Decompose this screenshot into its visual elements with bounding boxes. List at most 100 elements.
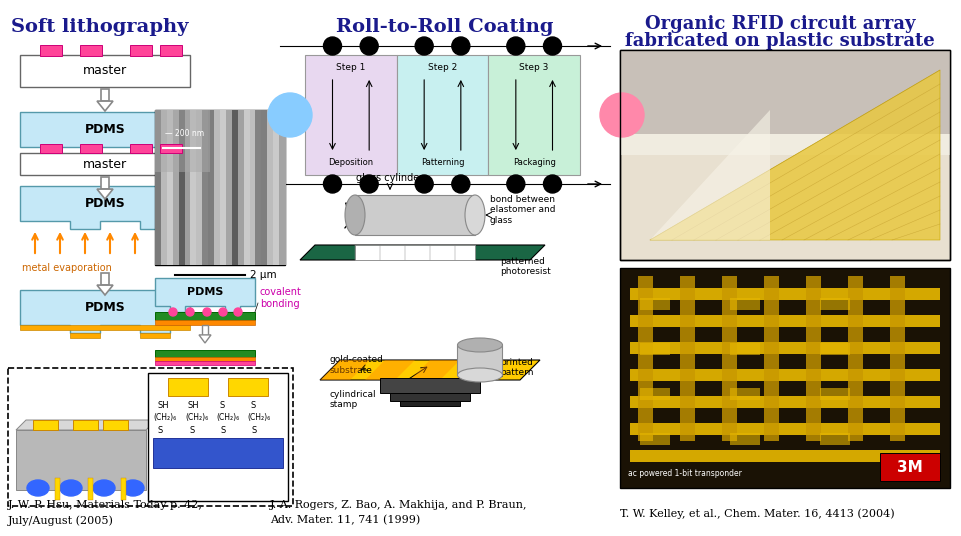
Bar — [355, 245, 475, 260]
Bar — [55, 478, 60, 500]
Bar — [629, 396, 939, 408]
Bar — [155, 357, 255, 361]
Text: Organic RFID circuit array: Organic RFID circuit array — [644, 15, 914, 33]
Text: bond between
elastomer and
glass: bond between elastomer and glass — [489, 195, 554, 225]
Polygon shape — [364, 360, 414, 380]
Bar — [629, 315, 939, 327]
Bar — [101, 89, 109, 101]
Bar — [228, 378, 268, 396]
Text: metal evaporation: metal evaporation — [22, 263, 111, 273]
Bar — [40, 144, 62, 153]
Bar — [155, 350, 255, 357]
Bar — [185, 110, 190, 265]
Bar — [20, 153, 190, 175]
Bar — [619, 50, 949, 155]
Bar — [160, 45, 182, 56]
Ellipse shape — [464, 195, 484, 235]
Circle shape — [543, 37, 561, 55]
Bar — [619, 50, 949, 260]
Bar — [208, 110, 214, 265]
Bar — [153, 438, 283, 468]
Text: (CH₂)₆: (CH₂)₆ — [247, 413, 270, 422]
Text: Au: Au — [240, 382, 255, 392]
Bar — [214, 110, 220, 265]
Ellipse shape — [93, 480, 115, 496]
Bar — [389, 393, 470, 401]
Bar — [16, 430, 146, 490]
Bar — [629, 423, 939, 435]
Text: End: End — [613, 110, 629, 120]
Bar — [819, 433, 850, 445]
Bar — [155, 110, 161, 265]
Text: Patterning: Patterning — [420, 158, 464, 167]
Bar — [190, 110, 197, 265]
Text: PDMS: PDMS — [85, 197, 125, 210]
Bar — [729, 388, 759, 400]
Text: S: S — [252, 426, 257, 435]
Bar — [729, 433, 759, 445]
Circle shape — [323, 37, 341, 55]
Polygon shape — [20, 186, 190, 229]
Bar — [168, 378, 208, 396]
Polygon shape — [97, 101, 112, 111]
Text: Step 2: Step 2 — [428, 63, 456, 72]
Polygon shape — [97, 189, 112, 199]
Text: printed
pattern: printed pattern — [500, 358, 533, 377]
Circle shape — [185, 308, 194, 316]
Bar — [87, 478, 93, 500]
Text: (CH₂)₆: (CH₂)₆ — [153, 413, 176, 422]
Polygon shape — [650, 110, 769, 240]
Bar — [305, 55, 396, 175]
Text: J. W. P. Hsu, Materials Today p. 42,: J. W. P. Hsu, Materials Today p. 42, — [8, 500, 203, 510]
Bar — [819, 298, 850, 310]
Bar — [889, 276, 904, 441]
Bar — [166, 110, 173, 265]
Text: S: S — [158, 426, 163, 435]
Text: master: master — [83, 64, 127, 78]
Text: T. W. Kelley, et al., Chem. Mater. 16, 4413 (2004): T. W. Kelley, et al., Chem. Mater. 16, 4… — [619, 508, 894, 518]
Bar — [380, 378, 480, 393]
Bar — [629, 450, 939, 462]
Text: Au: Au — [181, 382, 195, 392]
Circle shape — [219, 308, 227, 316]
Text: SH: SH — [187, 401, 200, 410]
Text: ac powered 1-bit transponder: ac powered 1-bit transponder — [628, 469, 741, 478]
Text: J. A. Rogers, Z. Bao, A. Makhija, and P. Braun,: J. A. Rogers, Z. Bao, A. Makhija, and P.… — [270, 500, 527, 510]
Bar — [202, 325, 208, 335]
Bar — [73, 420, 98, 430]
Ellipse shape — [345, 195, 364, 235]
Circle shape — [506, 37, 525, 55]
Text: S: S — [251, 401, 256, 410]
Bar — [160, 144, 182, 153]
Bar — [261, 110, 267, 265]
Polygon shape — [320, 360, 370, 380]
Bar — [20, 55, 190, 87]
Text: SH: SH — [158, 401, 169, 410]
Circle shape — [543, 175, 561, 193]
Bar — [155, 312, 255, 320]
Bar — [847, 276, 862, 441]
Bar — [619, 268, 949, 488]
Bar — [639, 388, 669, 400]
Bar — [130, 144, 152, 153]
Circle shape — [234, 308, 242, 316]
Ellipse shape — [122, 480, 144, 496]
Circle shape — [203, 308, 210, 316]
Bar — [267, 110, 273, 265]
Circle shape — [506, 175, 525, 193]
Circle shape — [323, 175, 341, 193]
Circle shape — [600, 93, 643, 137]
Bar — [196, 110, 203, 265]
Bar — [121, 478, 126, 500]
Text: PDMS: PDMS — [186, 287, 223, 297]
Text: Roll-to-Roll Coating: Roll-to-Roll Coating — [336, 18, 554, 36]
Ellipse shape — [457, 338, 502, 352]
Polygon shape — [16, 420, 156, 430]
Bar — [619, 50, 949, 134]
Bar — [232, 110, 238, 265]
Bar — [80, 45, 102, 56]
Bar — [457, 345, 502, 375]
Polygon shape — [155, 278, 255, 312]
Bar — [629, 342, 939, 354]
Bar — [805, 276, 820, 441]
